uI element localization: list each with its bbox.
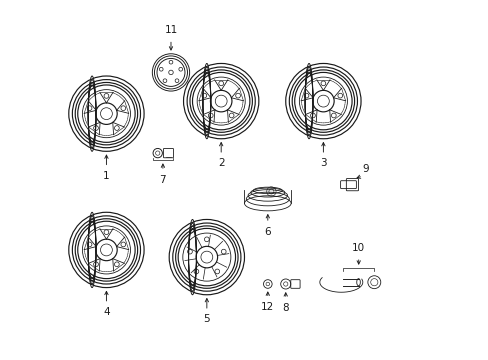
Text: 9: 9 <box>362 164 368 174</box>
Text: 8: 8 <box>282 303 288 312</box>
Text: 1: 1 <box>103 171 109 181</box>
Text: 4: 4 <box>103 307 109 317</box>
Text: 12: 12 <box>261 302 274 312</box>
Text: 11: 11 <box>164 25 177 35</box>
Text: 5: 5 <box>203 315 210 324</box>
Text: 3: 3 <box>320 158 326 168</box>
Text: 10: 10 <box>351 243 365 253</box>
Text: 2: 2 <box>218 158 224 168</box>
Text: 6: 6 <box>264 226 270 237</box>
Text: 7: 7 <box>159 175 166 185</box>
